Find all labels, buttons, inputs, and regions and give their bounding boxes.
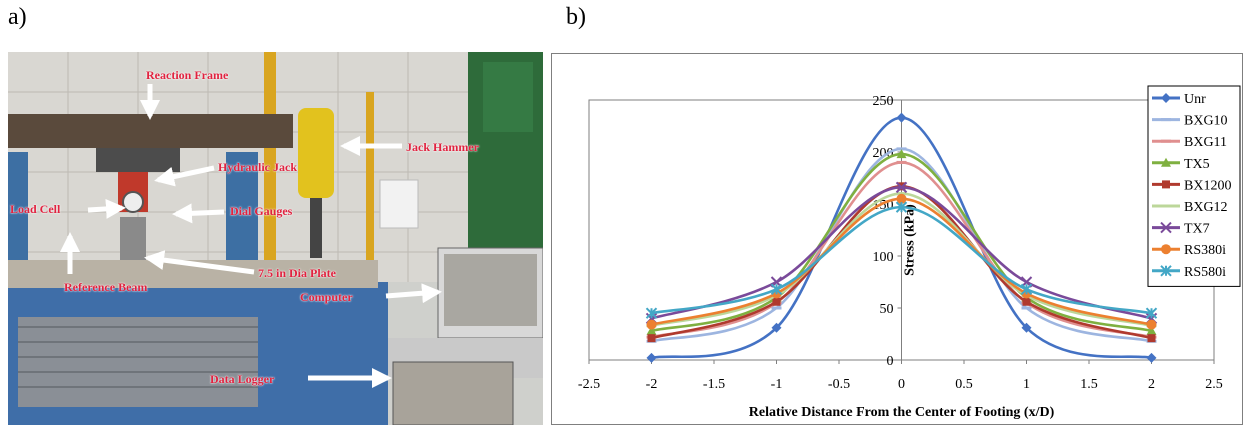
x-tick-label: 1.5 xyxy=(1080,377,1098,392)
x-tick-label: 2 xyxy=(1148,377,1155,392)
data-point-TX5 xyxy=(896,149,907,159)
data-point-RS580i xyxy=(1020,283,1033,295)
test-setup-illustration xyxy=(8,52,543,425)
x-axis-title: Relative Distance From the Center of Foo… xyxy=(749,405,1055,420)
callout-reference-beam: Reference Beam xyxy=(64,280,148,294)
data-point-RS580i xyxy=(770,283,783,295)
callout-load-cell: Load Cell xyxy=(10,202,61,216)
legend-marker-RS380i xyxy=(1161,244,1171,255)
callout-plate: 7.5 in Dia Plate xyxy=(258,266,336,280)
legend-marker-RS580i xyxy=(1160,265,1172,277)
x-tick-label: 0 xyxy=(898,377,905,392)
data-point-BX1200 xyxy=(1022,297,1031,306)
callout-arrows xyxy=(60,84,442,388)
callout-computer: Computer xyxy=(300,290,353,304)
callout-jack-hammer: Jack Hammer xyxy=(406,140,479,154)
y-tick-label: 0 xyxy=(887,354,894,369)
data-point-TX7 xyxy=(895,181,908,194)
legend-label-BX1200: BX1200 xyxy=(1184,178,1231,193)
data-point-Unr xyxy=(896,112,907,123)
x-tick-label: -1 xyxy=(771,377,783,392)
panel-a-label: a) xyxy=(8,4,27,30)
data-point-TX5 xyxy=(1146,325,1157,335)
data-point-Unr xyxy=(646,352,657,363)
data-point-BX1200 xyxy=(1147,334,1156,343)
data-point-RS380i xyxy=(896,193,907,204)
data-point-BX1200 xyxy=(772,297,781,306)
legend-label-RS380i: RS380i xyxy=(1184,243,1226,258)
callout-dial-gauges: Dial Gauges xyxy=(230,204,293,218)
legend-label-BXG10: BXG10 xyxy=(1184,114,1228,129)
data-point-Unr xyxy=(1146,352,1157,363)
x-tick-label: -2 xyxy=(646,377,658,392)
legend-marker-TX7 xyxy=(1160,221,1172,234)
x-tick-label: -2.5 xyxy=(578,377,600,392)
y-tick-label: 50 xyxy=(880,302,894,317)
x-tick-label: -1.5 xyxy=(703,377,725,392)
data-point-RS380i xyxy=(1146,319,1157,330)
legend-label-TX5: TX5 xyxy=(1184,157,1210,172)
data-point-RS580i xyxy=(645,307,658,319)
callout-hydraulic-jack: Hydraulic Jack xyxy=(218,160,298,174)
data-point-RS580i xyxy=(1145,307,1158,319)
y-axis-title: Stress (kPa) xyxy=(903,204,918,276)
legend-marker-Unr xyxy=(1161,93,1171,103)
legend-marker-BX1200 xyxy=(1162,180,1170,189)
legend-label-BXG12: BXG12 xyxy=(1184,200,1228,215)
data-point-RS380i xyxy=(646,319,657,330)
data-point-Unr xyxy=(1021,322,1032,333)
callout-data-logger: Data Logger xyxy=(210,372,275,386)
data-point-Unr xyxy=(771,322,782,333)
test-setup-photo: Reaction Frame Jack Hammer Hydraulic Jac… xyxy=(8,52,543,425)
data-point-BX1200 xyxy=(647,334,656,343)
legend-label-BXG11: BXG11 xyxy=(1184,135,1227,150)
x-tick-label: 1 xyxy=(1023,377,1030,392)
y-tick-label: 100 xyxy=(873,250,894,265)
y-tick-label: 200 xyxy=(873,146,894,161)
data-point-RS580i xyxy=(895,201,908,213)
legend-marker-TX5 xyxy=(1161,157,1171,167)
x-tick-label: -0.5 xyxy=(828,377,850,392)
callout-reaction-frame: Reaction Frame xyxy=(146,68,229,82)
stress-distribution-chart: 0 50 100 150 200 250 -2.5 -2 -1.5 -1 -0.5 0 0.5 1 1.5 2… xyxy=(551,53,1243,425)
x-tick-label: 2.5 xyxy=(1205,377,1223,392)
panel-b-label: b) xyxy=(566,4,586,30)
data-point-TX5 xyxy=(646,325,657,335)
legend-label-RS580i: RS580i xyxy=(1184,265,1226,280)
legend-label-Unr: Unr xyxy=(1184,92,1206,107)
x-tick-label: 0.5 xyxy=(955,377,973,392)
legend-label-TX7: TX7 xyxy=(1184,222,1210,237)
y-tick-label: 250 xyxy=(873,94,894,109)
